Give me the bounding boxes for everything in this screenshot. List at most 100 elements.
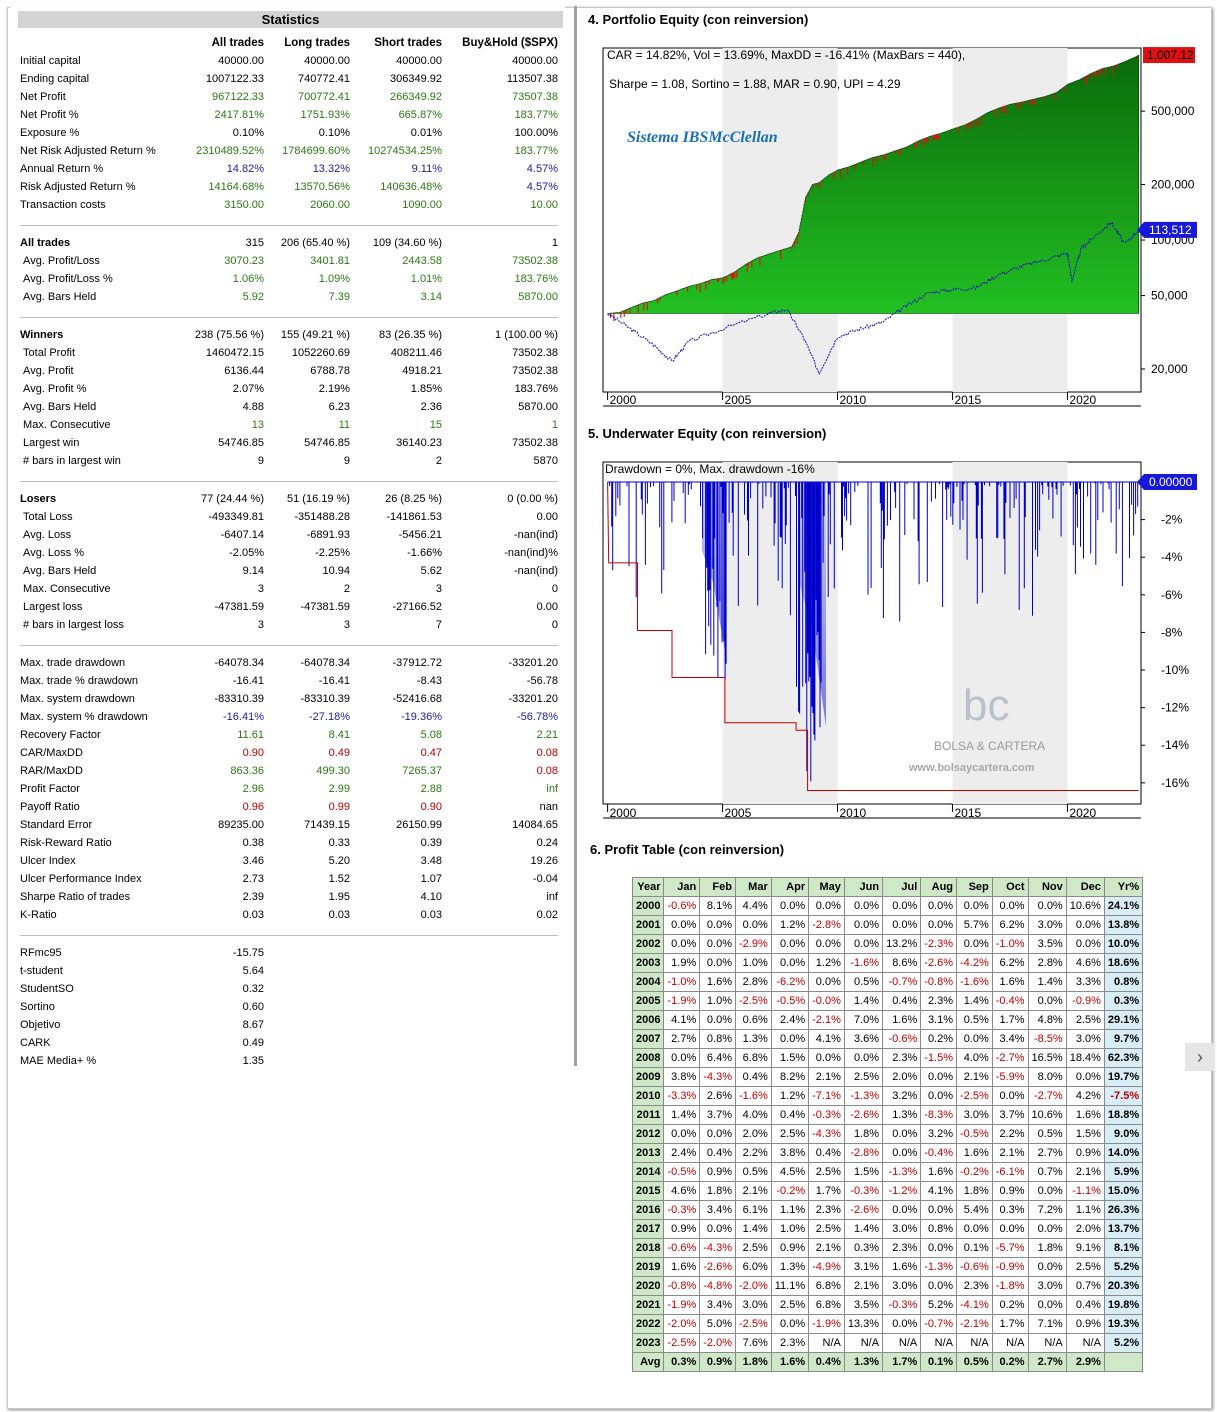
x-tick-label: 2000 [610,806,637,820]
equity-drawdown-patch [932,135,935,141]
month-return-cell: 3.3% [1065,972,1105,992]
month-return-cell: -0.2% [956,1162,993,1182]
year-cell: 2011 [631,1105,665,1125]
equity-drawdown-patch [717,278,720,282]
stats-row-label: Total Profit [20,347,76,359]
stats-cell: 1784699.60% [282,145,350,157]
column-header: Mar [734,877,772,897]
stats-row-label: Risk Adjusted Return % [20,181,136,193]
month-return-cell: 6.4% [699,1048,736,1068]
stats-row: Net Risk Adjusted Return % 2310489.52% 178… [20,142,560,160]
stats-cell: 0.96 [242,801,264,813]
month-return-cell: 0.9% [770,1238,810,1258]
year-cell: 2007 [631,1029,665,1049]
equity-drawdown-patch [906,146,908,150]
stats-cell: 73502.38 [512,347,558,359]
stats-cell: -19.36% [401,711,442,723]
month-return-cell: -1.9% [663,1295,701,1315]
last-bh-value: 113,512 [1149,223,1192,237]
month-return-cell: 1.6% [882,1257,922,1277]
stats-cell: 10.00 [530,199,558,211]
month-return-cell: -2.6% [843,1105,884,1125]
stats-cell: 15 [429,419,442,431]
stats-cell: 1.35 [242,1055,264,1067]
stats-row: RAR/MaxDD 863.36 499.30 7265.37 0.08 [20,762,560,780]
equity-drawdown-patch [730,273,732,278]
stats-cell: 26150.99 [396,819,442,831]
month-return-cell: 0.2% [920,1029,958,1049]
month-return-cell: -2.7% [1027,1086,1067,1106]
stats-cell: 11.61 [237,729,264,741]
stats-cell: 183.76% [514,273,558,285]
equity-drawdown-patch [883,154,885,161]
y-tick-label: 200,000 [1151,178,1195,192]
year-row: 2019 1.6% -2.6% 6.0% 1.3% -4.9% 3.1% 1.6% -1.3% -… [631,1257,1144,1277]
stats-row-label: Total Loss [20,511,73,523]
equity-drawdown-patch [746,263,748,272]
month-return-cell: 0.3% [991,1200,1029,1220]
month-return-cell: -2.7% [991,1048,1029,1068]
y-tick-label: -10% [1161,663,1189,677]
month-return-cell: 0.0% [699,915,736,935]
month-return-cell: 2.3% [770,1333,810,1353]
year-row: 2006 4.1% 0.0% 0.6% 2.4% -2.1% 7.0% 1.6% 3.1% 0.5… [631,1010,1144,1030]
month-return-cell: 0.9% [699,1162,736,1182]
stats-cell: 0 [551,619,558,631]
stats-cell: 26 (8.25 %) [385,493,442,505]
equity-drawdown-patch [1005,105,1007,115]
stats-row: Avg. Profit/Loss 3070.23 3401.81 2443.58 735… [20,252,560,270]
equity-drawdown-patch [1017,102,1020,111]
stats-cell: 8.41 [328,729,350,741]
stats-cell: -56.78 [526,675,558,687]
year-row: 2000 -0.6% 8.1% 4.4% 0.0% 0.0% 0.0% 0.0% 0.0% 0.0… [631,896,1144,916]
stats-row-label: # bars in largest loss [20,619,124,631]
month-return-cell: 0.0% [770,1029,810,1049]
year-row: 2003 1.9% 0.0% 1.0% 0.0% 1.2% -1.6% 8.6% -2.6% -4… [631,953,1144,973]
stats-row: Winners 238 (75.56 %) 155 (49.21 %) 83 (26.… [20,326,560,344]
stats-cell: 863.36 [230,765,264,777]
month-return-cell: -0.0% [808,991,845,1011]
y-tick-label: -4% [1161,550,1183,564]
equity-drawdown-patch [1095,71,1097,77]
month-return-cell: 5.2% [920,1295,958,1315]
equity-drawdown-patch [759,257,761,266]
stats-cell: 5.08 [420,729,442,741]
year-total-cell: 18.8% [1103,1105,1144,1125]
month-return-cell: -0.6% [663,896,701,916]
month-return-cell: 0.0% [843,934,884,954]
stats-row-label: Exposure % [20,127,80,139]
stats-cell: 140636.48% [380,181,442,193]
stats-cell: 740772.41 [298,73,350,85]
year-total-cell: 26.3% [1103,1200,1144,1220]
month-return-cell: -0.2% [770,1181,810,1201]
stats-cell: 155 (49.21 %) [280,329,350,341]
month-return-cell: -8.5% [1027,1029,1067,1049]
month-return-cell: 0.0% [699,934,736,954]
column-header: Jun [843,877,884,897]
stats-cell: -2.25% [315,547,350,559]
stats-cell: 0.47 [420,747,442,759]
stats-cell: -nan(ind)% [504,547,558,559]
stats-row-label: Objetivo [20,1019,61,1031]
month-return-cell: 5.0% [699,1314,736,1334]
stats-row: Total Loss -493349.81 -351488.28 -141861.53… [20,508,560,526]
month-return-cell: -2.5% [734,1314,772,1334]
stats-cell: 9 [257,455,264,467]
month-return-cell: 1.2% [808,953,845,973]
stats-cell: 77 (24.44 %) [201,493,264,505]
stats-row-label: Sharpe Ratio of trades [20,891,131,903]
next-page-chevron-icon[interactable]: › [1185,1043,1215,1071]
stats-row-label: Avg. Profit/Loss [20,255,100,267]
month-return-cell: -1.0% [663,972,701,992]
month-return-cell: 7.0% [843,1010,884,1030]
stats-cell: 1.09% [318,273,350,285]
equity-drawdown-patch [1116,64,1119,69]
month-return-cell: -2.6% [843,1200,884,1220]
month-return-cell: 3.4% [699,1200,736,1220]
month-return-cell: 0.0% [699,1010,736,1030]
panel-splitter[interactable] [574,6,577,1066]
month-return-cell: 3.8% [770,1143,810,1163]
stats-cell: 5.64 [242,965,264,977]
month-return-cell: 1.6% [699,972,736,992]
stats-row: StudentSO 0.32 [20,980,560,998]
